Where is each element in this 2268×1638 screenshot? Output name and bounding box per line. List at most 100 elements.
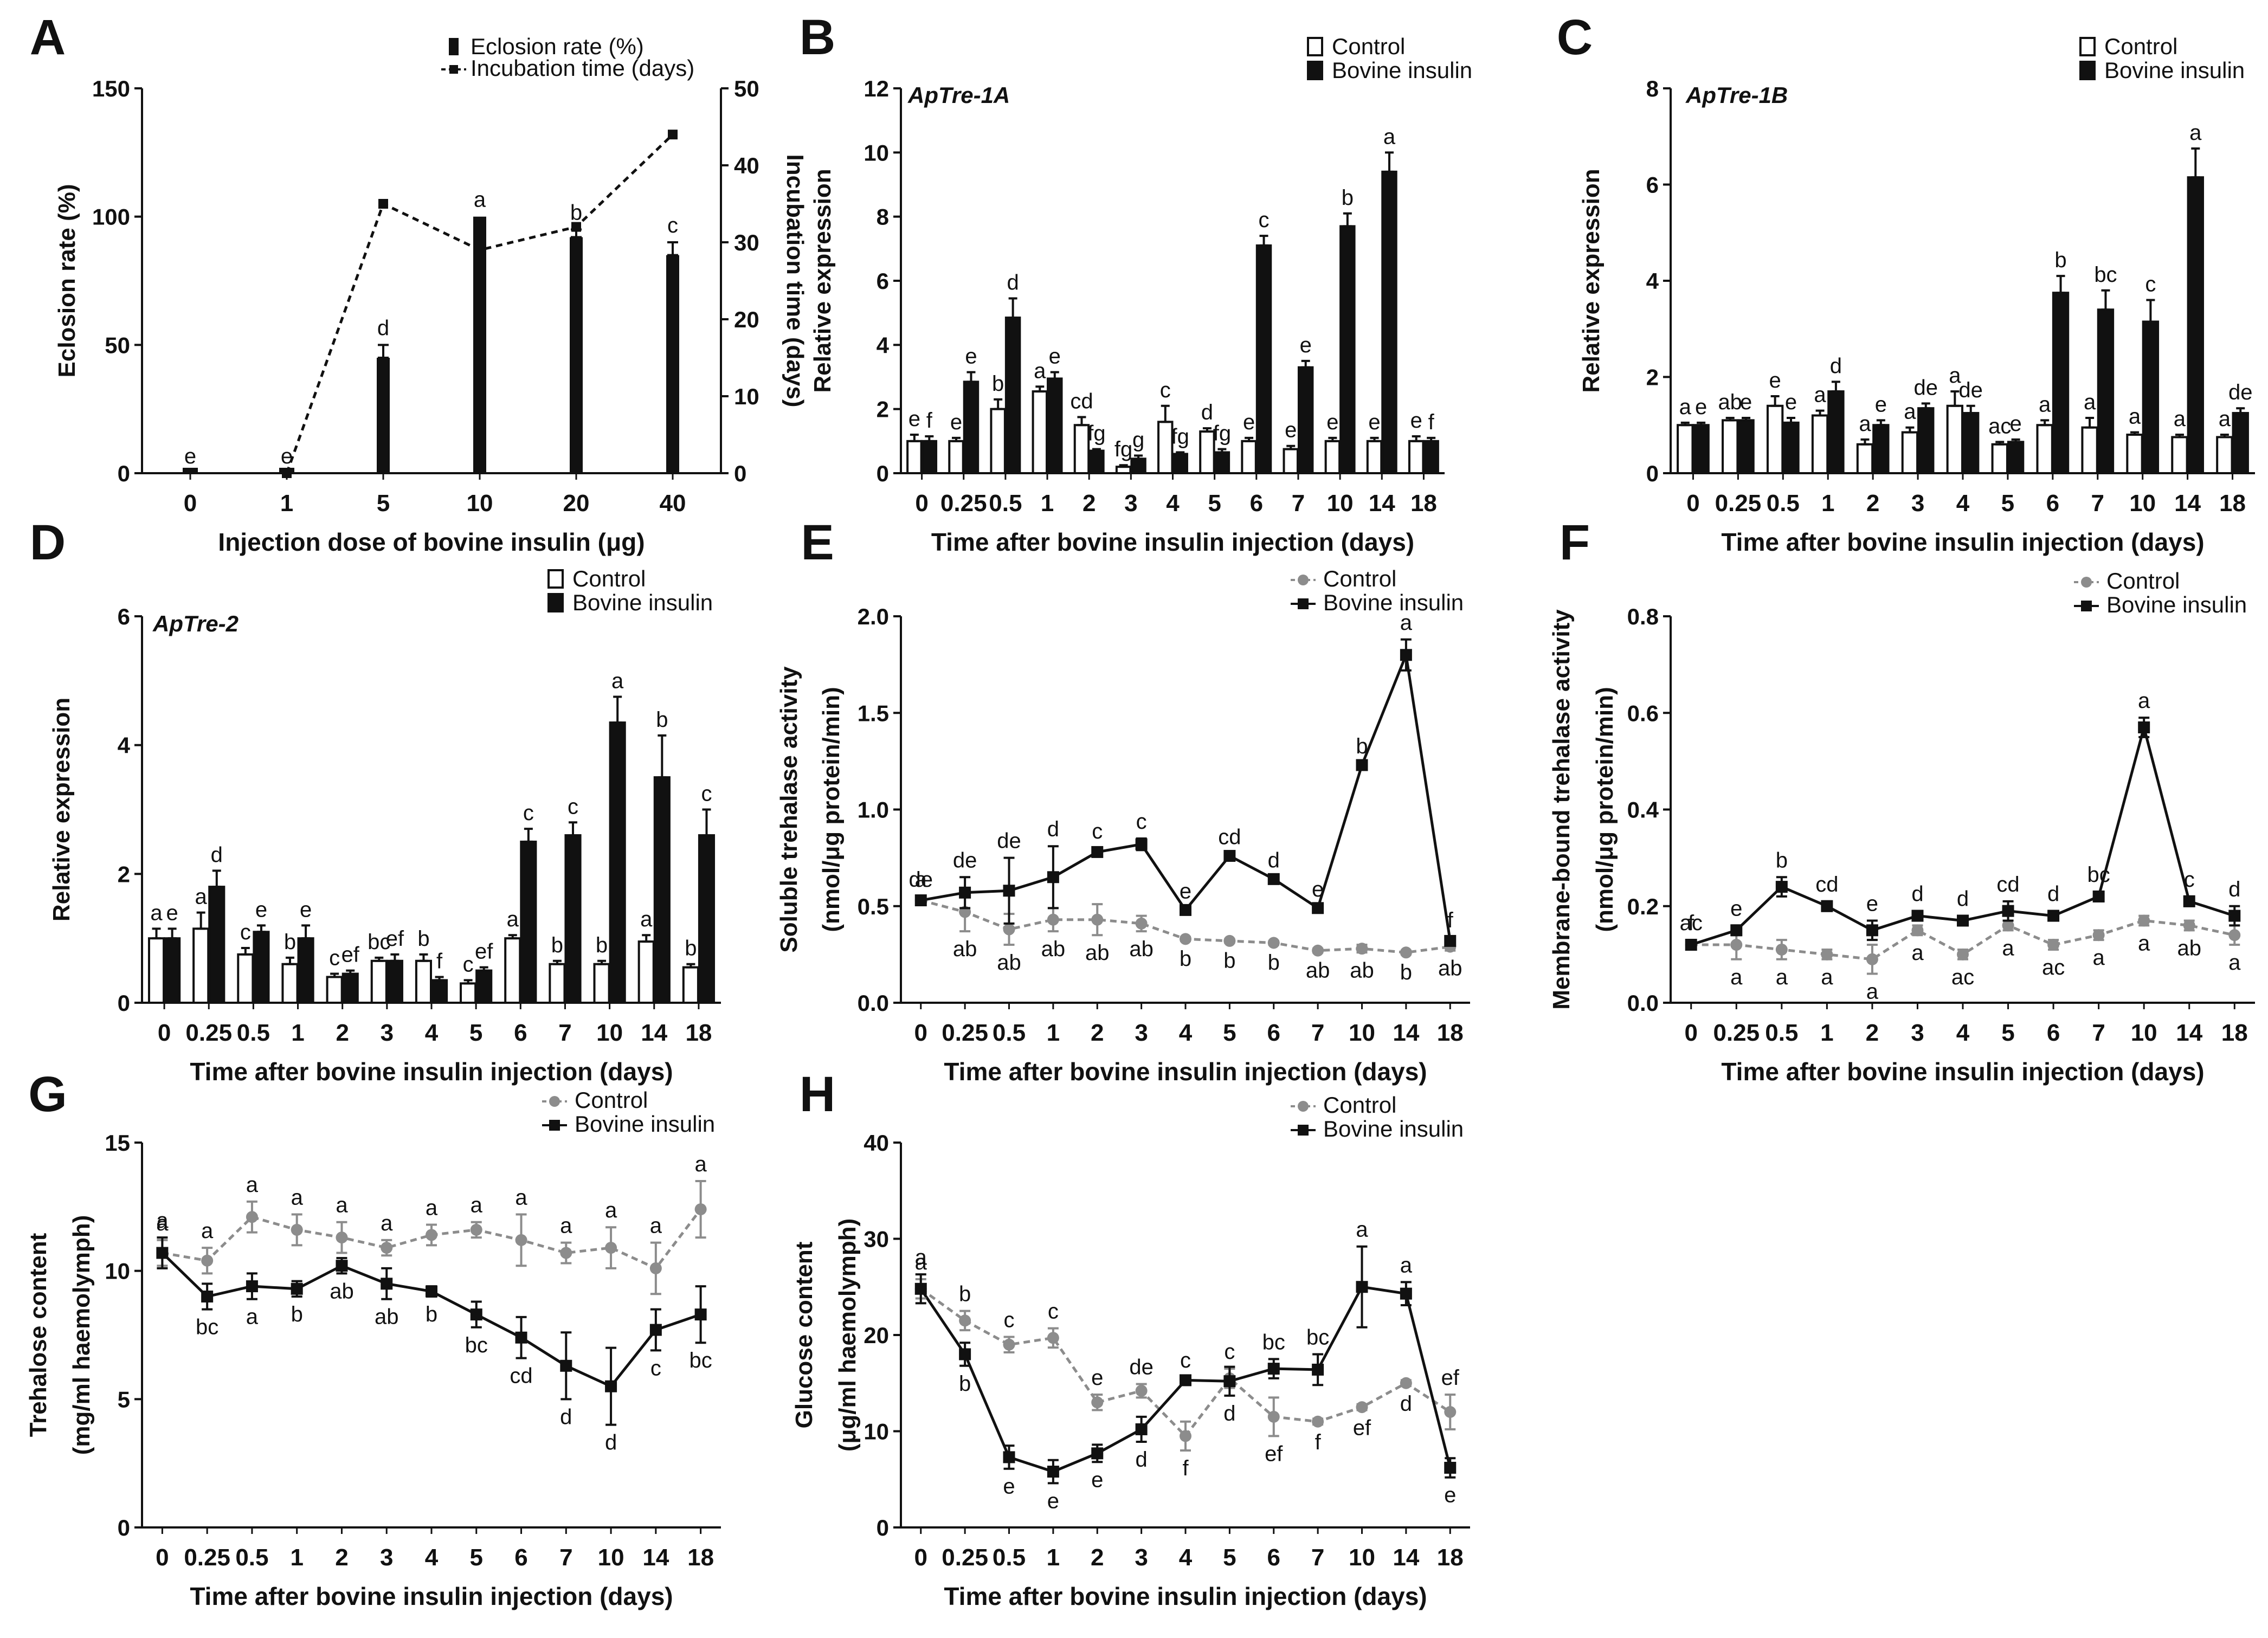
- insulin-point: [2002, 905, 2014, 917]
- x-tick-label: 0.5: [993, 1020, 1026, 1046]
- x-tick-label: 0: [158, 1020, 171, 1046]
- significance-letter: a: [605, 1198, 617, 1222]
- legend-label: Bovine insulin: [2106, 592, 2247, 617]
- significance-letter: ef: [342, 943, 360, 967]
- x-tick-label: 0: [156, 1544, 169, 1571]
- insulin-bar: [164, 937, 181, 1004]
- x-tick-label: 6: [1250, 490, 1263, 517]
- significance-letter: f: [1447, 908, 1454, 932]
- significance-letter: bc: [1262, 1330, 1285, 1354]
- x-tick-label: 1: [291, 1020, 304, 1046]
- significance-letter: cd: [1218, 825, 1241, 849]
- control-point: [2092, 929, 2105, 941]
- x-tick-label: 18: [2219, 490, 2246, 517]
- control-bar: [1324, 440, 1341, 474]
- insulin-bar: [1297, 366, 1314, 474]
- significance-letter: e: [1875, 392, 1887, 416]
- insulin-bar: [1737, 419, 1755, 474]
- significance-letter: d: [1911, 882, 1923, 906]
- significance-letter: c: [2184, 868, 2195, 892]
- significance-letter: a: [2093, 946, 2105, 970]
- control-point: [426, 1229, 437, 1241]
- significance-letter: e: [1003, 1475, 1015, 1499]
- control-point: [1047, 913, 1059, 926]
- significance-letter: a: [1034, 359, 1046, 383]
- significance-letter: b: [426, 1302, 437, 1326]
- significance-letter: a: [336, 1194, 348, 1217]
- control-point: [1047, 1332, 1059, 1344]
- significance-letter: a: [2189, 121, 2202, 145]
- x-tick-label: 10: [1327, 490, 1354, 517]
- legend-marker: [1298, 1125, 1309, 1136]
- x-tick-label: 0.25: [185, 1020, 232, 1046]
- significance-letter: a: [2084, 390, 2096, 414]
- x-tick-label: 0.5: [1765, 1020, 1798, 1046]
- insulin-bar: [1423, 440, 1439, 474]
- significance-letter: a: [1400, 1253, 1413, 1277]
- significance-letter: a: [195, 885, 208, 909]
- x-tick-label: 4: [1179, 1544, 1193, 1571]
- significance-letter: a: [1356, 1218, 1368, 1242]
- y-axis-label-units: (μg/ml haemolymph): [834, 1218, 861, 1452]
- y-tick-label: 1.0: [858, 797, 889, 823]
- significance-letter: b: [1342, 186, 1354, 210]
- insulin-bar: [2142, 320, 2160, 474]
- insulin-bar: [1917, 407, 1935, 474]
- control-bar: [948, 440, 964, 474]
- significance-letter: c: [1048, 1300, 1059, 1324]
- x-tick-label: 0.5: [1767, 490, 1800, 517]
- y-tick-label: 0.6: [1627, 700, 1659, 726]
- x-tick-label: 14: [641, 1020, 667, 1046]
- x-tick-label: 0.25: [942, 1544, 988, 1571]
- y-tick-label: 150: [92, 76, 130, 101]
- significance-letter: a: [2174, 407, 2186, 431]
- insulin-bar: [2232, 412, 2249, 474]
- x-tick-label: 18: [1437, 1544, 1464, 1571]
- control-point: [515, 1234, 527, 1246]
- significance-letter: ef: [386, 927, 404, 951]
- insulin-point: [1730, 924, 1743, 937]
- insulin-bar: [2187, 176, 2204, 474]
- y-axis-label-units: (nmol/μg protein/min): [818, 687, 845, 932]
- control-point: [1180, 933, 1191, 945]
- significance-letter: a: [650, 1214, 662, 1238]
- x-axis-label: Time after bovine insulin injection (day…: [1721, 1057, 2204, 1086]
- control-bar: [1199, 430, 1215, 474]
- x-axis-label: Time after bovine insulin injection (day…: [1721, 528, 2204, 556]
- legend-swatch: [2079, 61, 2096, 80]
- insulin-point: [2228, 910, 2241, 922]
- x-axis-label: Time after bovine insulin injection (day…: [190, 1057, 673, 1086]
- x-tick-label: 3: [380, 1544, 393, 1571]
- gene-label: ApTre-1A: [907, 82, 1010, 108]
- significance-letter: a: [915, 1246, 927, 1269]
- insulin-point: [1312, 902, 1324, 914]
- significance-letter: ab: [953, 937, 977, 961]
- x-tick-label: 0.5: [993, 1544, 1026, 1571]
- x-tick-label: 0.5: [989, 490, 1022, 517]
- significance-letter: e: [1243, 410, 1255, 434]
- insulin-point: [1223, 850, 1236, 862]
- x-tick-label: 7: [559, 1544, 572, 1571]
- y-axis-label: Relative expression: [809, 169, 836, 392]
- x-tick-label: 3: [1911, 490, 1924, 517]
- x-tick-label: 3: [381, 1020, 394, 1046]
- control-point: [2002, 919, 2014, 932]
- significance-letter: c: [701, 782, 712, 806]
- significance-letter: a: [2002, 936, 2014, 960]
- y2-tick-label: 30: [734, 230, 759, 255]
- insulin-point: [1444, 934, 1457, 947]
- x-tick-label: 10: [467, 490, 493, 517]
- y2-tick-label: 20: [734, 307, 759, 332]
- significance-letter: e: [1785, 390, 1797, 414]
- x-tick-label: 10: [2131, 1020, 2157, 1046]
- significance-letter: b: [959, 1372, 971, 1396]
- y-tick-label: 8: [877, 204, 889, 230]
- x-axis-label: Time after bovine insulin injection (day…: [931, 528, 1414, 556]
- insulin-bar: [1088, 449, 1105, 474]
- insulin-bar: [1381, 170, 1397, 475]
- legend-label: Control: [1323, 566, 1396, 591]
- significance-letter: b: [959, 1282, 971, 1306]
- eclosion-bar: [377, 358, 390, 473]
- y-tick-label: 6: [1646, 172, 1659, 198]
